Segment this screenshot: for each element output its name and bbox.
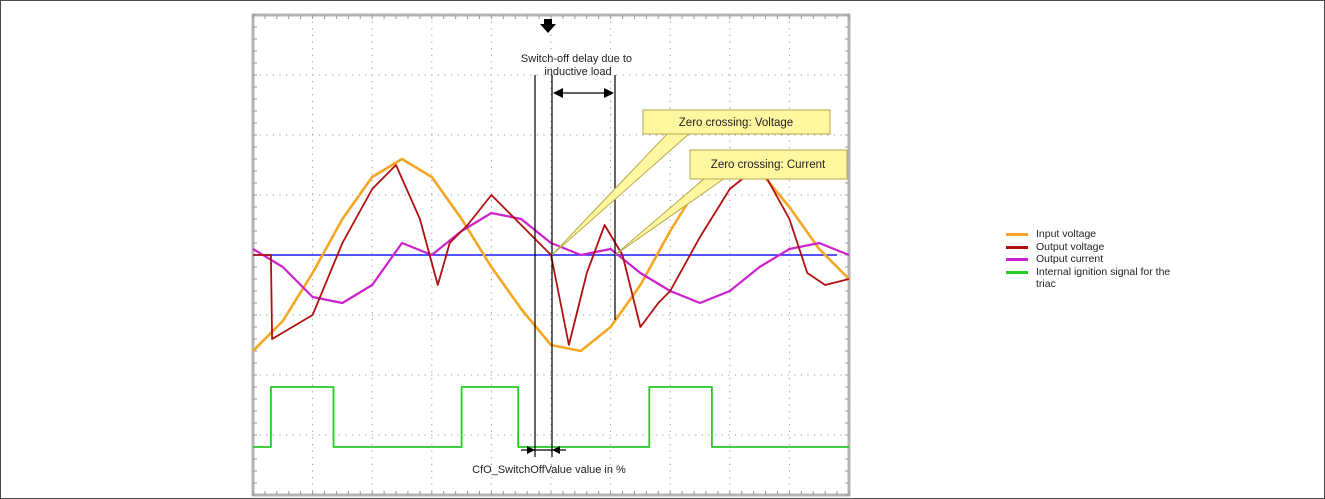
delay-arrow-right-head [604,88,614,98]
legend-swatch [1006,258,1028,261]
callout-current-box [689,149,848,180]
cfo-value-label: CfO_SwitchOffValue value in % [472,464,626,476]
legend-swatch [1006,245,1028,249]
cfo-arrow-left-head [527,446,535,454]
plot-annotations: Switch-off delay due to inductive load Z… [472,19,848,476]
legend-item-input-voltage: Input voltage [1006,228,1196,241]
callout-voltage-label: Zero crossing: Voltage [679,117,793,129]
legend-label: Output voltage [1036,240,1105,253]
legend-item-output-current: Output current [1006,253,1196,266]
callout-voltage-box [642,109,831,135]
legend: Input voltage Output voltage Output curren… [1006,228,1196,291]
cfo-arrow-right-head [552,446,560,454]
legend-swatch [1006,233,1028,236]
trigger-marker-icon [540,19,556,33]
switch-off-delay-label: Switch-off delay due to inductive load [521,53,635,78]
delay-arrow-left-head [553,88,563,98]
legend-item-internal-ignition-signal-for-the-triac: Internal ignition signal for the triac [1006,266,1196,291]
legend-label: Input voltage [1036,228,1097,240]
legend-label: Output current [1036,253,1104,265]
legend-item-output-voltage: Output voltage [1006,241,1196,254]
legend-label: Internal ignition signal for the triac [1036,265,1171,291]
series-line-internal-ignition-signal-for-the-triac [253,386,849,448]
legend-swatch [1006,270,1028,274]
series-line-output-current [252,211,850,305]
callout-current-label: Zero crossing: Current [711,159,826,171]
